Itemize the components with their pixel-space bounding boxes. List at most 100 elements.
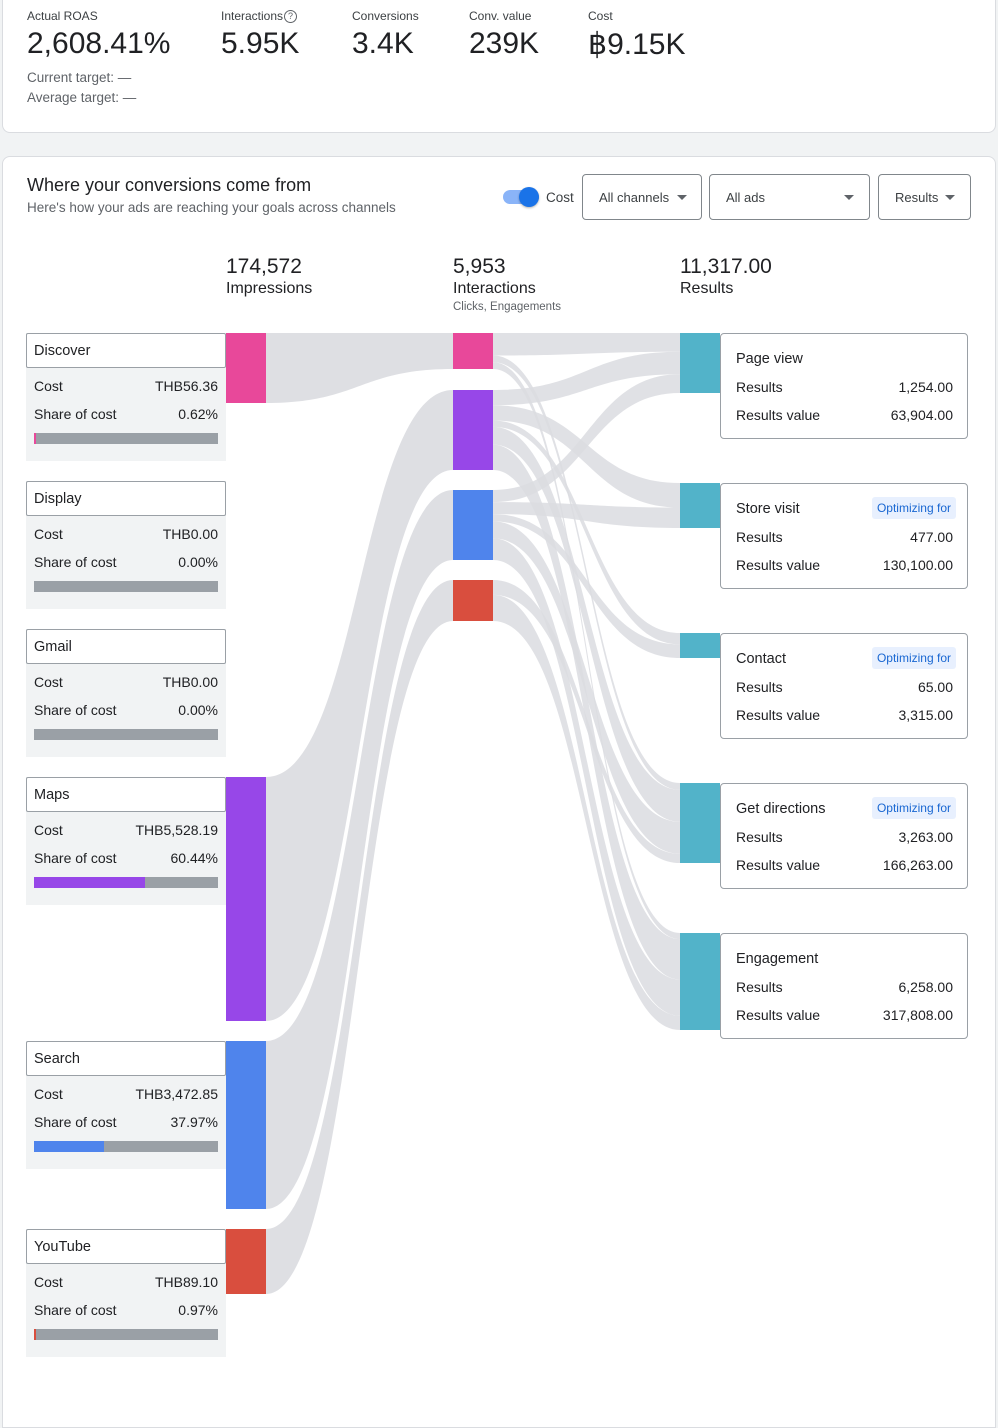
share-of-cost-bar xyxy=(34,581,218,592)
metric-cost[interactable]: Cost ฿9.15K xyxy=(588,9,686,62)
flow-interactions-to-results xyxy=(493,502,680,528)
results-node[interactable] xyxy=(680,633,720,658)
share-value: 0.00% xyxy=(178,554,218,570)
summary-card: Actual ROAS 2,608.41% Interactions? 5.95… xyxy=(2,0,996,133)
interactions-label: Interactions xyxy=(453,280,536,297)
channel-name: Gmail xyxy=(34,639,72,655)
interactions-node[interactable] xyxy=(453,390,493,470)
ads-dropdown[interactable]: All ads xyxy=(709,174,870,220)
flow-interactions-to-results xyxy=(493,580,680,863)
channel-card-search[interactable]: Search Cost THB3,472.85 Share of cost 37… xyxy=(26,1041,226,1169)
interactions-header: 5,953 Interactions Clicks, Engagements xyxy=(453,255,561,313)
metric-label: Cost xyxy=(588,9,613,23)
channel-card-youtube[interactable]: YouTube Cost THB89.10 Share of cost 0.97… xyxy=(26,1229,226,1357)
flow-interactions-to-results xyxy=(493,374,680,503)
share-fill xyxy=(34,1141,104,1152)
metric-value: 239K xyxy=(469,27,540,60)
flow-interactions-to-results xyxy=(493,362,680,940)
results-dropdown[interactable]: Results xyxy=(878,174,971,220)
channels-dropdown[interactable]: All channels xyxy=(582,174,702,220)
dropdown-label: Results xyxy=(895,190,939,205)
results-count: 477.00 xyxy=(910,529,953,545)
flow-interactions-to-results xyxy=(493,538,680,1016)
impressions-node[interactable] xyxy=(226,777,266,1021)
dropdown-label: All channels xyxy=(599,190,670,205)
cost-toggle[interactable] xyxy=(501,186,541,208)
share-label: Share of cost xyxy=(34,1114,117,1130)
results-node[interactable] xyxy=(680,783,720,863)
result-card-store-visit[interactable]: Store visit Optimizing for Results 477.0… xyxy=(720,483,968,589)
flow-interactions-to-results xyxy=(493,514,680,658)
cost-value: THB89.10 xyxy=(154,1274,218,1290)
channel-card-maps[interactable]: Maps Cost THB5,528.19 Share of cost 60.4… xyxy=(26,777,226,905)
cost-label: Cost xyxy=(34,822,63,838)
impressions-header: 174,572 Impressions xyxy=(226,255,312,298)
impressions-node[interactable] xyxy=(226,1229,266,1294)
help-circle-icon[interactable]: ? xyxy=(284,10,298,23)
result-name: Store visit xyxy=(736,501,800,517)
section-title: Where your conversions come from xyxy=(27,175,312,195)
metric-interactions[interactable]: Interactions? 5.95K xyxy=(221,9,299,61)
impressions-node[interactable] xyxy=(226,333,266,403)
flow-impressions-to-interactions xyxy=(266,580,453,1294)
cost-value: THB5,528.19 xyxy=(135,822,219,838)
channel-header: YouTube xyxy=(26,1229,226,1264)
metric-actual-roas[interactable]: Actual ROAS 2,608.41% xyxy=(27,9,170,61)
share-value: 0.00% xyxy=(178,702,218,718)
channel-header: Display xyxy=(26,481,226,516)
channel-name: YouTube xyxy=(34,1239,91,1255)
results-node[interactable] xyxy=(680,933,720,1030)
share-label: Share of cost xyxy=(34,850,117,866)
flow-impressions-to-interactions xyxy=(266,333,453,403)
interactions-node[interactable] xyxy=(453,333,493,369)
results-node[interactable] xyxy=(680,483,720,528)
results-label: Results xyxy=(736,979,783,995)
optimizing-badge: Optimizing for xyxy=(871,497,956,519)
impressions-node[interactable] xyxy=(226,1041,266,1209)
cost-label: Cost xyxy=(34,378,63,394)
share-of-cost-bar xyxy=(34,433,218,444)
metric-value: 3.4K xyxy=(352,27,414,60)
result-card-contact[interactable]: Contact Optimizing for Results 65.00 Res… xyxy=(720,633,968,739)
channel-card-gmail[interactable]: Gmail Cost THB0.00 Share of cost 0.00% xyxy=(26,629,226,757)
impressions-total: 174,572 xyxy=(226,255,302,278)
current-target: Current target: — xyxy=(27,70,132,85)
interactions-node[interactable] xyxy=(453,580,493,621)
share-fill xyxy=(34,877,146,888)
average-target: Average target: — xyxy=(27,90,137,105)
results-value: 3,315.00 xyxy=(898,707,954,723)
results-value: 317,808.00 xyxy=(882,1007,953,1023)
interactions-sublabel: Clicks, Engagements xyxy=(453,301,562,313)
share-value: 0.97% xyxy=(178,1302,218,1318)
metric-value: ฿9.15K xyxy=(588,28,686,61)
flow-interactions-to-results xyxy=(493,355,680,790)
results-value: 130,100.00 xyxy=(882,557,953,573)
channel-name: Maps xyxy=(34,787,70,803)
results-total: 11,317.00 xyxy=(680,255,772,278)
interactions-node[interactable] xyxy=(453,490,493,560)
metric-label: Actual ROAS xyxy=(27,9,98,23)
toggle-label: Cost xyxy=(546,190,574,205)
results-count: 3,263.00 xyxy=(898,829,954,845)
results-value: 166,263.00 xyxy=(882,857,953,873)
result-card-page-view[interactable]: Page view Results 1,254.00 Results value… xyxy=(720,333,968,439)
share-of-cost-bar xyxy=(34,729,218,740)
share-of-cost-bar xyxy=(34,1141,218,1152)
result-name: Contact xyxy=(736,651,786,667)
result-card-engagement[interactable]: Engagement Results 6,258.00 Results valu… xyxy=(720,933,968,1039)
channel-card-display[interactable]: Display Cost THB0.00 Share of cost 0.00% xyxy=(26,481,226,609)
metric-conv-value[interactable]: Conv. value 239K xyxy=(469,9,539,61)
results-value: 63,904.00 xyxy=(890,407,953,423)
flow-interactions-to-results xyxy=(493,594,680,1030)
share-label: Share of cost xyxy=(34,1302,117,1318)
results-node[interactable] xyxy=(680,333,720,393)
metric-label: Interactions xyxy=(221,9,284,23)
results-value-label: Results value xyxy=(736,407,821,423)
metric-conversions[interactable]: Conversions 3.4K xyxy=(352,9,419,61)
result-card-get-directions[interactable]: Get directions Optimizing for Results 3,… xyxy=(720,783,968,889)
results-label: Results xyxy=(680,280,734,297)
share-label: Share of cost xyxy=(34,554,117,570)
results-label: Results xyxy=(736,829,783,845)
channel-name: Search xyxy=(34,1051,80,1067)
channel-card-discover[interactable]: Discover Cost THB56.36 Share of cost 0.6… xyxy=(26,333,226,461)
